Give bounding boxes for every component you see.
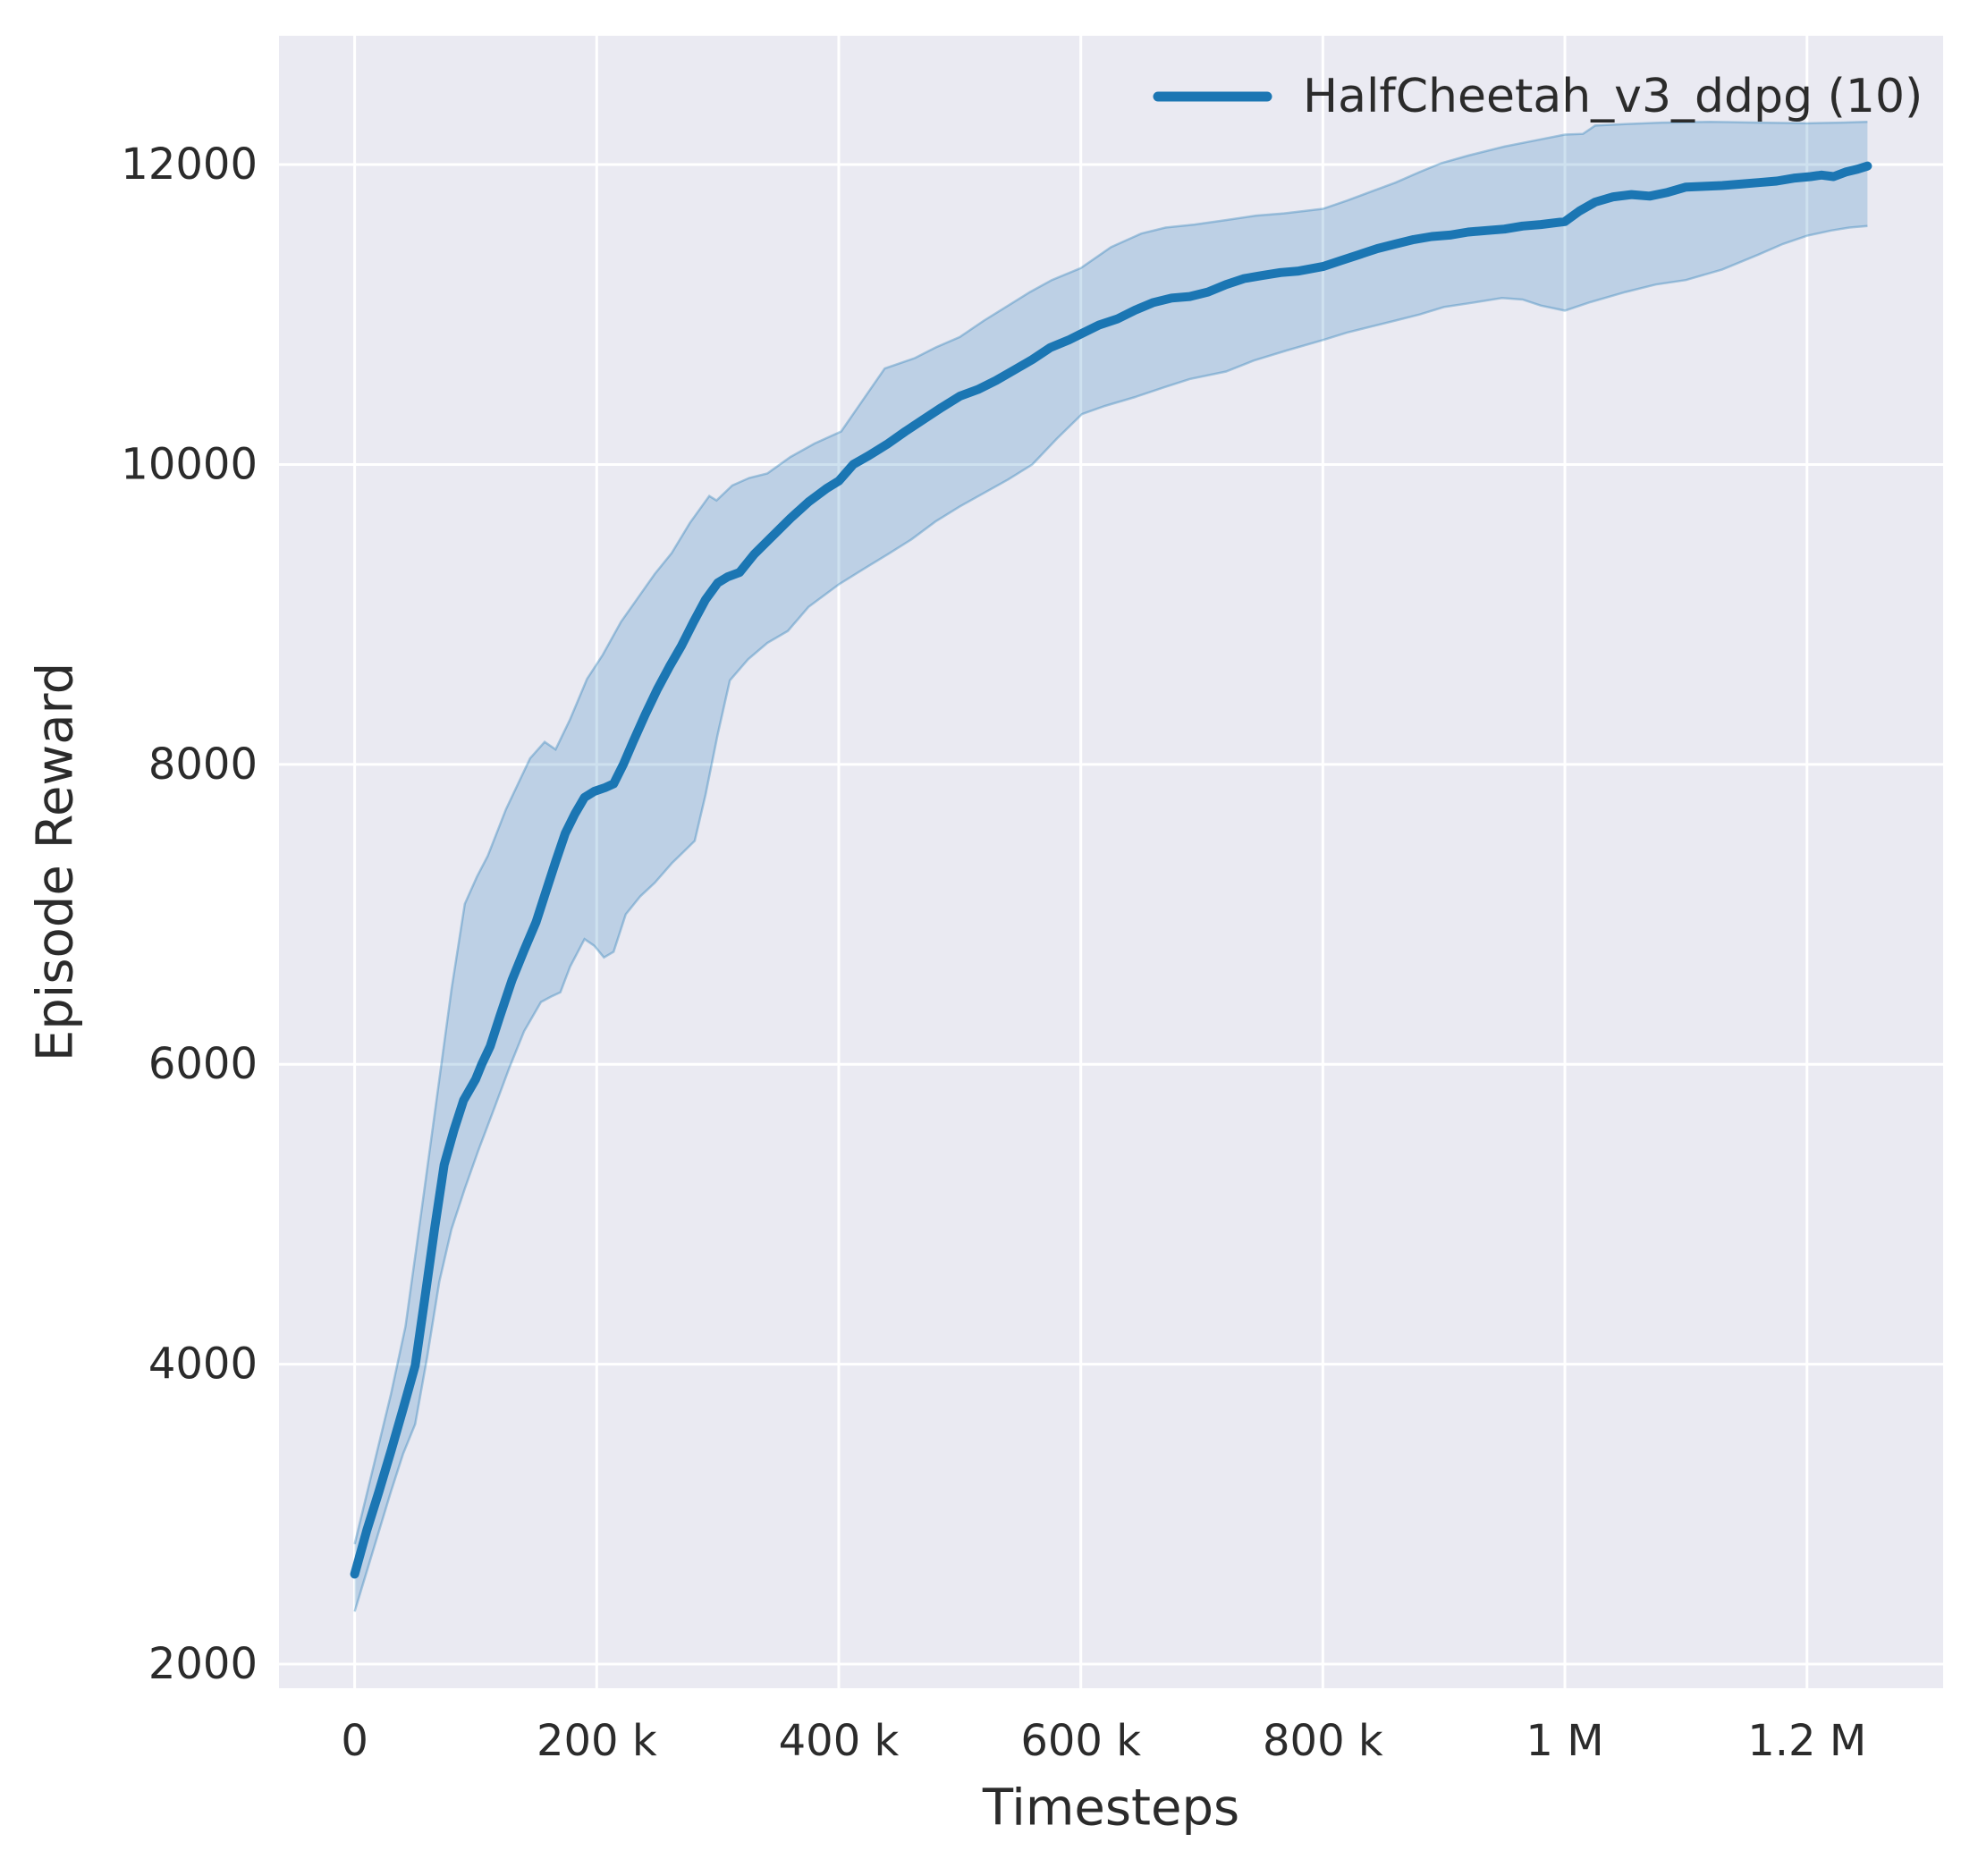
svg-text:600 k: 600 k [1020, 1716, 1141, 1766]
svg-text:2000: 2000 [148, 1639, 258, 1689]
y-tick-labels: 2000 4000 6000 8000 10000 12000 [121, 139, 258, 1689]
svg-text:1 M: 1 M [1526, 1716, 1603, 1766]
svg-text:1.2 M: 1.2 M [1747, 1716, 1866, 1766]
svg-text:800 k: 800 k [1263, 1716, 1383, 1766]
svg-text:12000: 12000 [121, 139, 258, 190]
svg-text:200 k: 200 k [537, 1716, 657, 1766]
x-axis-label: Timesteps [982, 1779, 1239, 1838]
y-axis-label: Episode Reward [27, 663, 85, 1061]
confidence-band [353, 121, 1868, 1612]
legend: HalfCheetah_v3_ddpg (10) [1153, 70, 1923, 123]
svg-text:8000: 8000 [148, 739, 258, 790]
x-tick-labels: 0 200 k 400 k 600 k 800 k 1 M 1.2 M [341, 1716, 1866, 1766]
svg-text:10000: 10000 [121, 439, 258, 489]
mean-line [350, 161, 1872, 1579]
svg-text:400 k: 400 k [779, 1716, 900, 1766]
svg-text:4000: 4000 [148, 1339, 258, 1390]
svg-text:0: 0 [341, 1716, 368, 1766]
legend-label: HalfCheetah_v3_ddpg (10) [1303, 70, 1923, 123]
svg-text:6000: 6000 [148, 1039, 258, 1089]
gridlines [279, 36, 1943, 1688]
